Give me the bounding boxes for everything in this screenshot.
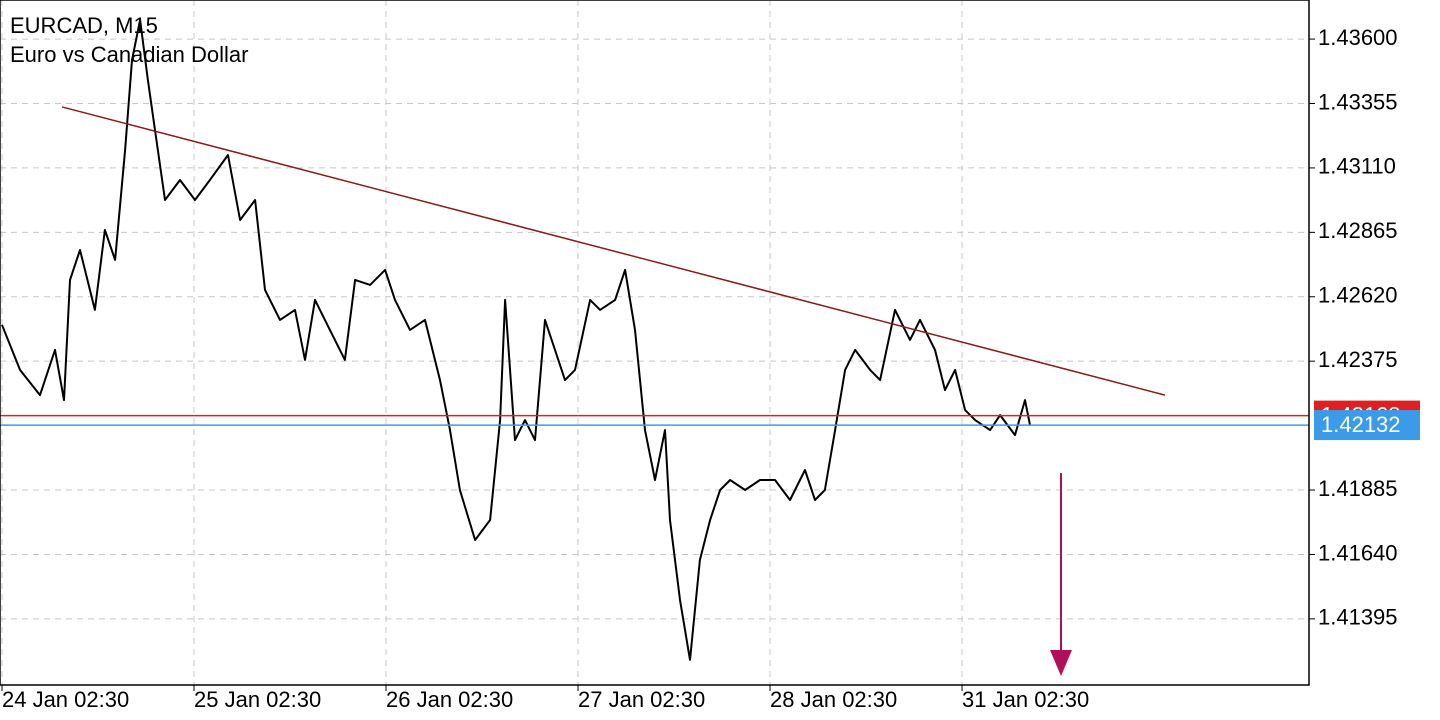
y-tick-label: 1.42620 bbox=[1318, 283, 1398, 308]
y-tick-label: 1.43600 bbox=[1318, 25, 1398, 50]
y-tick-label: 1.42865 bbox=[1318, 218, 1398, 243]
x-tick-label: 27 Jan 02:30 bbox=[578, 687, 705, 712]
plot-frame bbox=[0, 0, 1310, 686]
y-tick-label: 1.43110 bbox=[1318, 154, 1396, 179]
price-line bbox=[1, 18, 1031, 661]
y-tick-label: 1.41885 bbox=[1318, 476, 1398, 501]
axes: 1.43600 1.43355 1.43110 1.42865 1.42620 1.423… bbox=[1, 25, 1420, 712]
y-tick-label: 1.43355 bbox=[1318, 89, 1398, 114]
plot bbox=[0, 18, 1309, 661]
ask-line-label-box bbox=[1314, 410, 1420, 441]
x-tick-label: 31 Jan 02:30 bbox=[962, 687, 1089, 712]
x-tick-label: 28 Jan 02:30 bbox=[770, 687, 897, 712]
arrow-head bbox=[1050, 650, 1072, 676]
y-tick-label: 1.41640 bbox=[1318, 540, 1398, 565]
chart-title: EURCAD, M15 bbox=[10, 13, 158, 38]
y-tick-label: 1.41395 bbox=[1318, 605, 1398, 630]
y-tick-label: 1.42375 bbox=[1318, 347, 1398, 372]
chart-subtitle: Euro vs Canadian Dollar bbox=[10, 42, 248, 67]
x-tick-label: 24 Jan 02:30 bbox=[2, 687, 129, 712]
x-tick-label: 25 Jan 02:30 bbox=[194, 687, 321, 712]
trendline bbox=[61, 106, 1166, 396]
x-tick-label: 26 Jan 02:30 bbox=[386, 687, 513, 712]
ask-line-label: 1.42132 bbox=[1321, 412, 1401, 437]
